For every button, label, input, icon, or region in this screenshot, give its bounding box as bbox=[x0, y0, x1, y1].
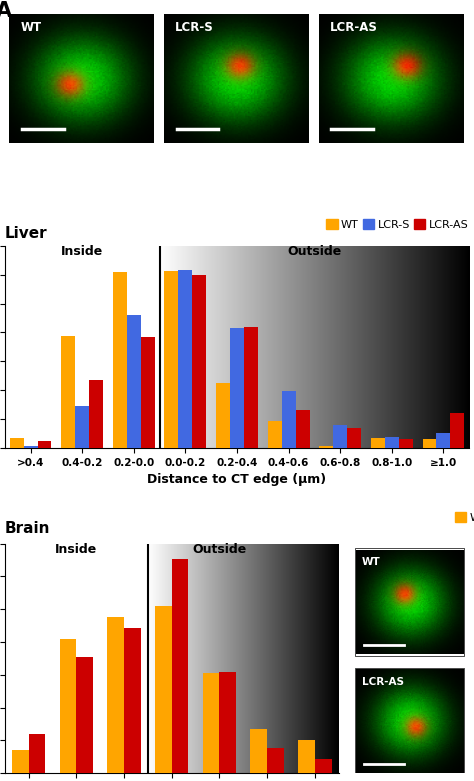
Bar bbox=[5, 246, 160, 448]
Text: WT: WT bbox=[20, 20, 41, 34]
Text: Brain: Brain bbox=[5, 521, 50, 536]
Bar bbox=[141, 337, 155, 448]
Text: Outside: Outside bbox=[287, 244, 342, 258]
Bar bbox=[124, 628, 141, 773]
Bar bbox=[24, 446, 37, 448]
Text: Inside: Inside bbox=[61, 244, 103, 258]
Bar bbox=[296, 410, 310, 448]
Bar bbox=[178, 270, 192, 448]
Bar bbox=[172, 558, 188, 773]
Bar bbox=[37, 441, 52, 448]
Bar bbox=[76, 657, 93, 773]
Text: A: A bbox=[0, 1, 11, 20]
X-axis label: Distance to CT edge (μm): Distance to CT edge (μm) bbox=[147, 473, 327, 487]
Bar bbox=[164, 271, 178, 448]
Bar bbox=[268, 421, 282, 448]
Text: LCR-S: LCR-S bbox=[175, 20, 214, 34]
Bar bbox=[192, 275, 206, 448]
Bar bbox=[203, 673, 219, 773]
Bar bbox=[333, 425, 347, 448]
Bar bbox=[267, 748, 284, 773]
Bar bbox=[399, 439, 413, 448]
Bar bbox=[61, 337, 75, 448]
Bar bbox=[9, 438, 24, 448]
Bar bbox=[89, 380, 103, 448]
Bar bbox=[347, 428, 361, 448]
Bar bbox=[219, 672, 236, 773]
Bar bbox=[250, 729, 267, 773]
Bar bbox=[385, 437, 399, 448]
Bar bbox=[230, 328, 244, 448]
Bar bbox=[113, 272, 127, 448]
Bar bbox=[28, 734, 46, 773]
Bar bbox=[5, 544, 148, 773]
Bar bbox=[216, 383, 230, 448]
Bar bbox=[437, 433, 450, 448]
Bar bbox=[371, 437, 385, 448]
Bar bbox=[155, 606, 172, 773]
Bar bbox=[282, 390, 296, 448]
Bar bbox=[422, 439, 437, 448]
Text: Liver: Liver bbox=[5, 226, 47, 241]
Bar bbox=[315, 759, 331, 773]
Bar bbox=[12, 751, 28, 773]
Legend: WT, LCR-AS: WT, LCR-AS bbox=[450, 508, 474, 527]
Bar bbox=[319, 446, 333, 448]
Text: Inside: Inside bbox=[55, 544, 98, 556]
Text: WT: WT bbox=[362, 558, 381, 567]
Text: LCR-AS: LCR-AS bbox=[362, 677, 404, 686]
Bar bbox=[127, 315, 141, 448]
Text: Outside: Outside bbox=[192, 544, 246, 556]
Text: LCR-AS: LCR-AS bbox=[330, 20, 378, 34]
Bar bbox=[244, 327, 258, 448]
Bar bbox=[298, 740, 315, 773]
Bar bbox=[60, 640, 76, 773]
Bar bbox=[450, 413, 465, 448]
Legend: WT, LCR-S, LCR-AS: WT, LCR-S, LCR-AS bbox=[322, 215, 473, 235]
Bar bbox=[107, 617, 124, 773]
Bar bbox=[75, 406, 89, 448]
